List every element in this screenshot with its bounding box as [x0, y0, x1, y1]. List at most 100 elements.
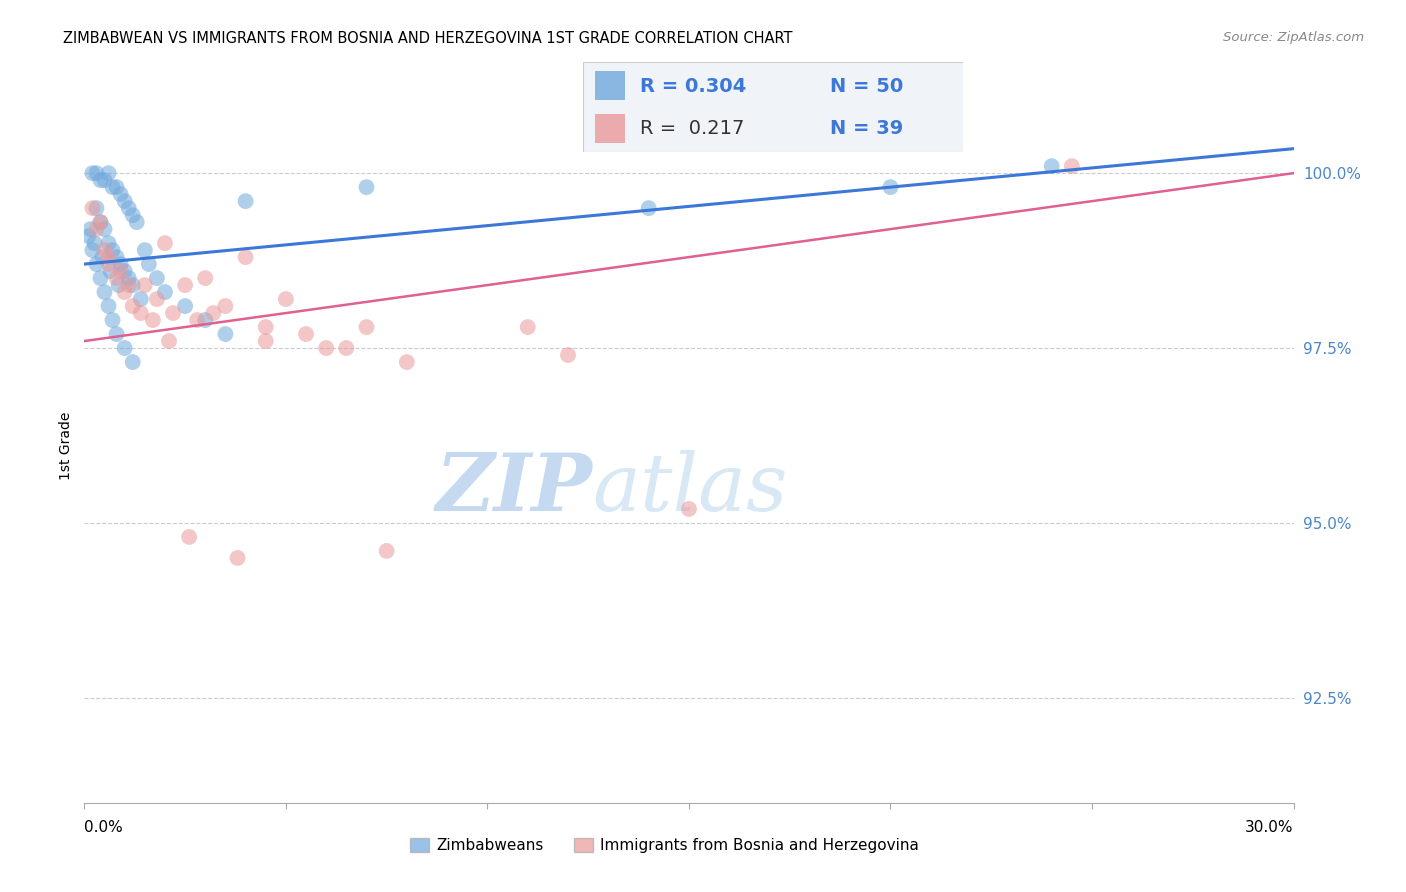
Point	[89, 271, 111, 285]
Point	[274, 292, 297, 306]
Text: N = 39: N = 39	[830, 119, 904, 138]
Point	[879, 180, 901, 194]
Point	[105, 327, 128, 342]
Point	[214, 299, 236, 313]
Point	[157, 334, 180, 348]
Point	[174, 278, 197, 293]
Point	[162, 306, 184, 320]
Text: 30.0%: 30.0%	[1246, 821, 1294, 835]
Point	[110, 257, 132, 271]
Point	[79, 222, 101, 236]
Point	[235, 250, 257, 264]
Point	[557, 348, 579, 362]
Point	[121, 278, 143, 293]
Point	[93, 222, 115, 236]
Point	[97, 236, 120, 251]
Text: Source: ZipAtlas.com: Source: ZipAtlas.com	[1223, 31, 1364, 45]
Point	[153, 236, 176, 251]
Point	[637, 201, 659, 215]
Y-axis label: 1st Grade: 1st Grade	[59, 412, 73, 480]
Point	[114, 264, 136, 278]
Point	[516, 320, 538, 334]
Point	[114, 285, 136, 299]
Point	[118, 278, 141, 293]
Point	[83, 236, 105, 251]
Point	[114, 194, 136, 208]
Text: ZIP: ZIP	[436, 450, 592, 527]
Point	[101, 313, 124, 327]
Point	[129, 292, 152, 306]
Point	[125, 215, 148, 229]
Point	[110, 187, 132, 202]
Point	[86, 201, 108, 215]
Point	[179, 530, 201, 544]
Point	[214, 327, 236, 342]
Point	[114, 341, 136, 355]
Point	[335, 341, 357, 355]
Point	[121, 299, 143, 313]
Point	[89, 215, 111, 229]
Point	[174, 299, 197, 313]
Point	[89, 173, 111, 187]
Point	[295, 327, 318, 342]
Point	[86, 166, 108, 180]
Point	[82, 166, 104, 180]
Legend: Zimbabweans, Immigrants from Bosnia and Herzegovina: Zimbabweans, Immigrants from Bosnia and …	[405, 832, 925, 859]
Point	[1060, 159, 1083, 173]
Point	[121, 208, 143, 222]
Point	[118, 271, 141, 285]
Point	[194, 271, 217, 285]
Point	[93, 243, 115, 257]
FancyBboxPatch shape	[583, 62, 963, 152]
Point	[186, 313, 208, 327]
Point	[101, 180, 124, 194]
Text: atlas: atlas	[592, 450, 787, 527]
Point	[77, 229, 100, 244]
Bar	[595, 71, 626, 101]
Point	[105, 271, 128, 285]
Point	[86, 222, 108, 236]
Point	[121, 355, 143, 369]
Point	[142, 313, 165, 327]
Point	[107, 278, 129, 293]
Point	[194, 313, 217, 327]
Point	[97, 166, 120, 180]
Point	[138, 257, 160, 271]
Point	[82, 243, 104, 257]
Text: N = 50: N = 50	[830, 77, 904, 95]
Text: 0.0%: 0.0%	[84, 821, 124, 835]
Point	[105, 180, 128, 194]
Point	[146, 271, 169, 285]
Point	[82, 201, 104, 215]
Point	[153, 285, 176, 299]
Point	[375, 544, 398, 558]
Point	[146, 292, 169, 306]
Point	[110, 264, 132, 278]
Point	[129, 306, 152, 320]
Point	[678, 502, 700, 516]
Point	[97, 299, 120, 313]
Point	[395, 355, 418, 369]
Point	[118, 201, 141, 215]
Text: R =  0.217: R = 0.217	[641, 119, 745, 138]
Point	[202, 306, 225, 320]
Point	[235, 194, 257, 208]
Point	[86, 257, 108, 271]
Point	[93, 173, 115, 187]
Point	[134, 278, 156, 293]
Text: ZIMBABWEAN VS IMMIGRANTS FROM BOSNIA AND HERZEGOVINA 1ST GRADE CORRELATION CHART: ZIMBABWEAN VS IMMIGRANTS FROM BOSNIA AND…	[63, 31, 793, 46]
Point	[105, 250, 128, 264]
Point	[97, 257, 120, 271]
Point	[93, 285, 115, 299]
Text: R = 0.304: R = 0.304	[641, 77, 747, 95]
Point	[134, 243, 156, 257]
Point	[356, 180, 378, 194]
Point	[89, 215, 111, 229]
Point	[101, 243, 124, 257]
Point	[356, 320, 378, 334]
Point	[254, 320, 277, 334]
Point	[91, 250, 114, 264]
Point	[315, 341, 337, 355]
Bar	[595, 114, 626, 143]
Point	[226, 550, 249, 565]
